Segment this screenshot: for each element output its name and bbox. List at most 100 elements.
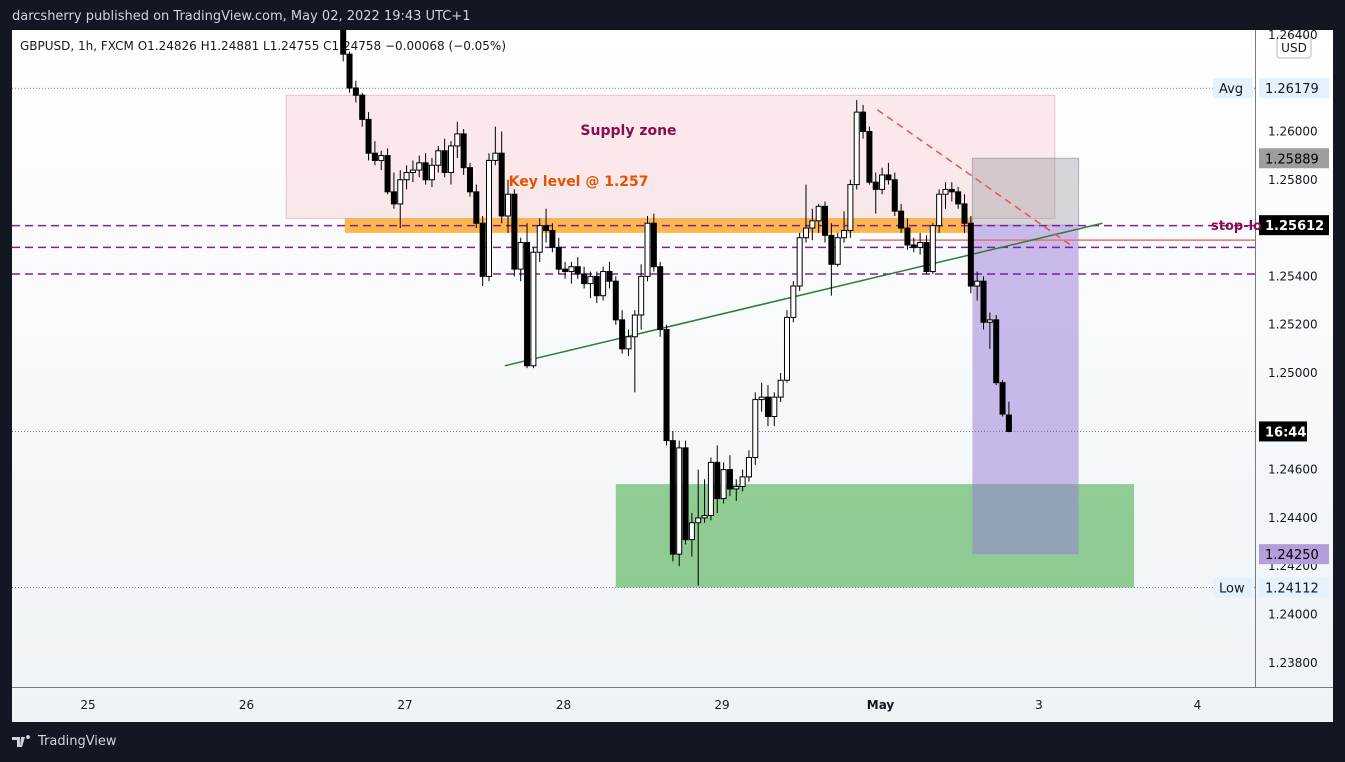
candle-body[interactable] [999,382,1006,415]
candle-body[interactable] [631,314,638,338]
countdown-price-tag[interactable] [1259,421,1307,442]
candle-body[interactable] [796,237,803,287]
candle-body[interactable] [790,285,797,318]
candle-body[interactable] [885,174,892,181]
candle-body[interactable] [619,319,626,350]
candle-body[interactable] [803,227,810,239]
candle-body[interactable] [783,316,790,381]
candle-body[interactable] [777,379,784,398]
candle-body[interactable] [593,275,600,297]
candle-body[interactable] [663,329,670,442]
candle-body[interactable] [378,155,385,161]
candle-body[interactable] [923,242,930,273]
candle-body[interactable] [841,229,848,239]
candle-body[interactable] [581,273,588,285]
candle-body[interactable] [764,396,771,417]
candle-body[interactable] [771,396,778,417]
candle-body[interactable] [948,188,955,193]
brand[interactable]: TradingView [12,734,117,749]
candle-body[interactable] [390,191,397,205]
candle-body[interactable] [974,280,981,287]
candle-body[interactable] [917,242,924,248]
candle-body[interactable] [397,179,404,205]
candle-body[interactable] [422,162,429,181]
candle-body[interactable] [371,152,378,161]
candle-body[interactable] [473,191,480,224]
candle-body[interactable] [822,205,829,236]
candle-body[interactable] [815,205,822,222]
candle-body[interactable] [904,227,911,246]
candle-body[interactable] [346,53,353,89]
candle-body[interactable] [447,145,454,174]
candle-body[interactable] [955,191,962,205]
short-position-risk-box[interactable] [971,157,1080,226]
candle-body[interactable] [733,486,740,490]
candle-body[interactable] [600,271,607,297]
candle-body[interactable] [555,246,562,270]
candle-body[interactable] [625,336,632,350]
candle-body[interactable] [460,133,467,169]
tp-price-tag[interactable] [1259,544,1329,565]
price-chart[interactable]: Supply zone Key level @ 1.257 GBPUSD, 1h, … [12,17,1333,722]
candle-body[interactable] [669,440,676,555]
candle-body[interactable] [853,111,860,186]
candle-body[interactable] [505,193,512,217]
candle-body[interactable] [657,266,664,331]
candle-body[interactable] [650,222,657,268]
candle-body[interactable] [549,229,556,248]
key-level-band[interactable] [344,218,973,233]
candle-body[interactable] [492,152,499,161]
candle-body[interactable] [435,150,442,166]
candle-body[interactable] [403,172,410,181]
candle-body[interactable] [847,184,854,231]
low-price-tag[interactable] [1259,577,1329,598]
candle-body[interactable] [745,457,752,478]
candle-body[interactable] [980,280,987,323]
candle-body[interactable] [860,111,867,132]
candle-body[interactable] [726,469,733,490]
candle-body[interactable] [536,225,543,253]
candle-body[interactable] [568,266,575,273]
candle-body[interactable] [562,268,569,273]
candle-body[interactable] [898,210,905,229]
candle-body[interactable] [498,152,505,217]
candle-body[interactable] [752,399,759,459]
candle-body[interactable] [638,275,645,316]
candle-body[interactable] [707,461,714,517]
candle-body[interactable] [967,222,974,287]
candle-body[interactable] [872,181,879,190]
candle-body[interactable] [688,522,695,541]
chart-panel[interactable]: Supply zone Key level @ 1.257 GBPUSD, 1h, … [12,17,1333,722]
candle-body[interactable] [530,251,537,367]
candle-body[interactable] [828,234,835,265]
candle-body[interactable] [416,162,423,171]
candle-body[interactable] [524,242,531,367]
currency-badge[interactable] [1276,35,1312,59]
downtrend-line[interactable] [876,109,1075,249]
candle-body[interactable] [359,94,366,120]
candle-body[interactable] [986,319,993,323]
uptrend-line[interactable] [504,222,1103,367]
candle-body[interactable] [587,275,594,285]
candle-body[interactable] [809,220,816,229]
candle-body[interactable] [695,517,702,524]
stop-price-tag[interactable] [1259,215,1329,236]
candle-body[interactable] [606,271,613,282]
candle-body[interactable] [466,167,473,193]
candle-body[interactable] [454,133,461,147]
candle-body[interactable] [441,150,448,174]
candle-body[interactable] [352,87,359,96]
avg-side-tag[interactable] [1213,78,1253,99]
candle-body[interactable] [612,280,619,321]
candle-body[interactable] [929,225,936,273]
candle-body[interactable] [479,222,486,277]
short-position-reward-box[interactable] [972,225,1079,555]
candle-body[interactable] [866,130,873,183]
candle-body[interactable] [511,193,518,270]
candle-body[interactable] [409,169,416,174]
candle-body[interactable] [891,179,898,212]
candle-body[interactable] [644,222,651,277]
candle-body[interactable] [365,118,372,154]
candle-body[interactable] [384,155,391,193]
candle-body[interactable] [676,447,683,555]
